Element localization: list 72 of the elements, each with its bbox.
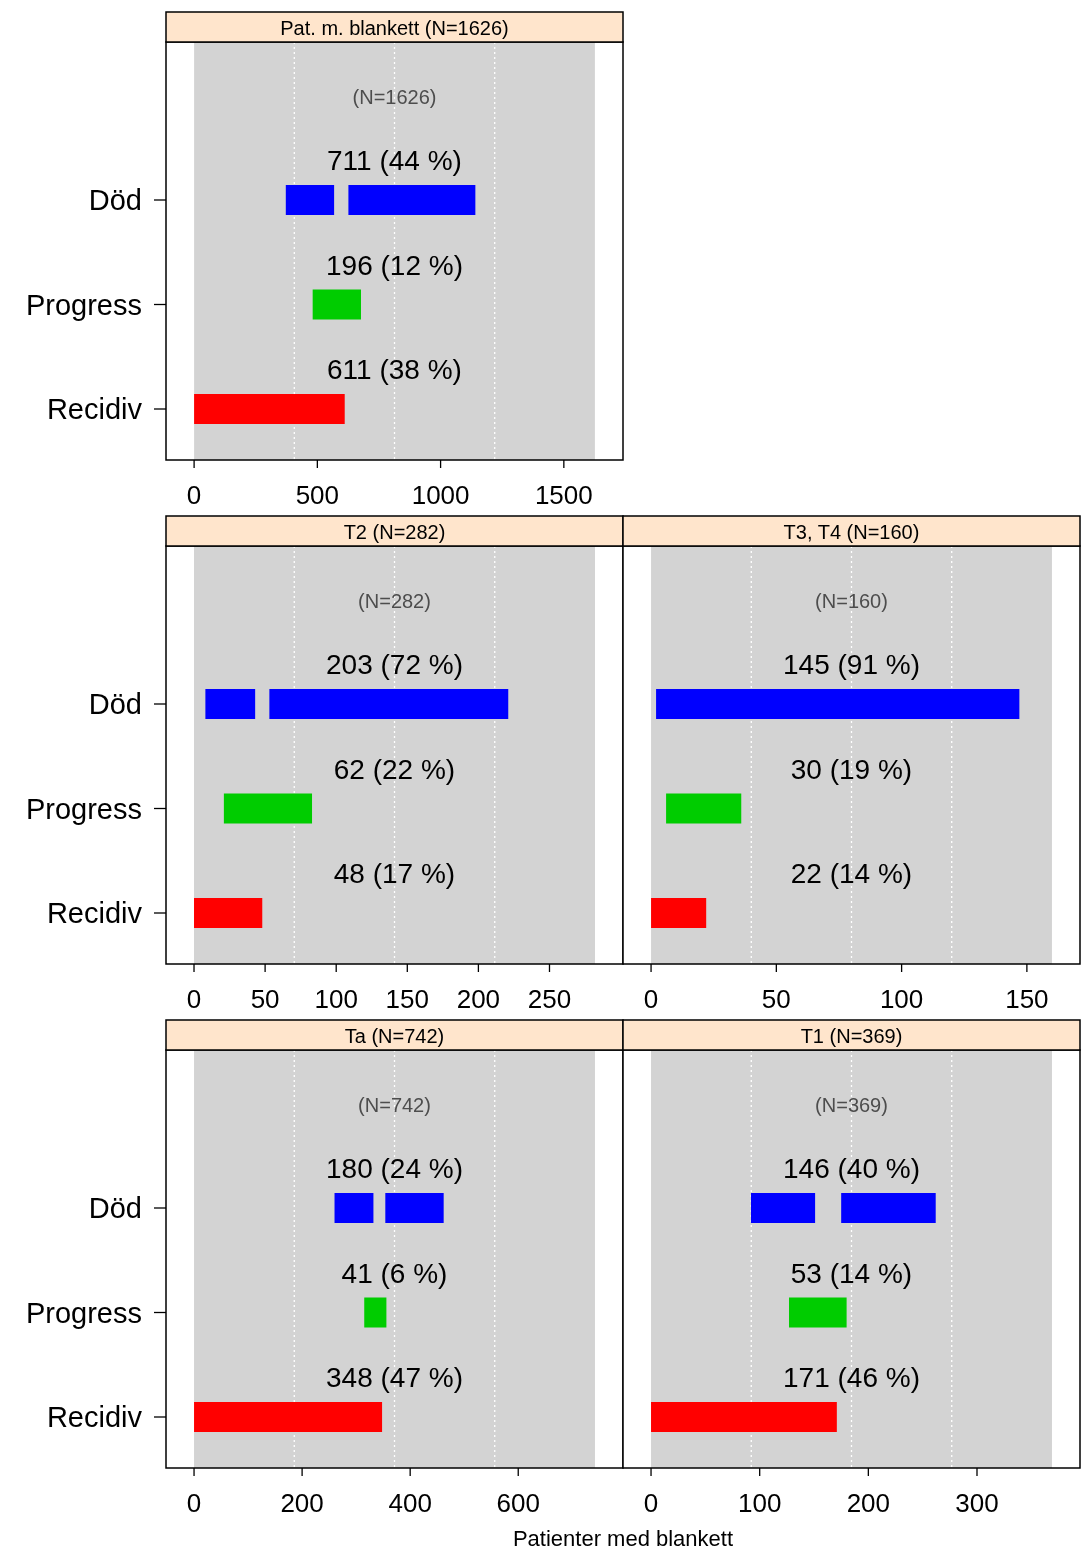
x-tick-label: 100 [879, 984, 924, 1014]
y-tick-label: Progress [25, 288, 142, 321]
annotation: 171 (46 %) [783, 1362, 920, 1393]
bar [651, 898, 707, 928]
bar [651, 1402, 837, 1432]
x-tick-label: 100 [314, 984, 358, 1014]
x-axis-title: Patienter med blankett [512, 1526, 734, 1551]
bar [194, 1402, 383, 1432]
annotation: 30 (19 %) [790, 753, 913, 785]
text: (N=160) [815, 590, 888, 612]
x-tick-label: 150 [385, 984, 429, 1014]
annotation: 22 (14 %) [790, 858, 913, 889]
x-tick-label: 50 [761, 984, 791, 1014]
x-tick-label: 150 [1005, 984, 1049, 1014]
chart-title: T3, T4 (N=160) [783, 521, 920, 543]
chart-title: T1 (N=369) [800, 1025, 903, 1047]
y-tick-label: Recidiv [46, 897, 143, 929]
y-tick-label: Progress [25, 792, 142, 825]
bar [656, 689, 1020, 719]
text: (N=742) [358, 1094, 431, 1116]
chart-title: Ta (N=742) [344, 1025, 445, 1047]
x-tick-label: 200 [280, 1488, 324, 1518]
bar [312, 289, 361, 320]
bar [789, 1297, 847, 1328]
chart-title: T2 (N=282) [343, 521, 446, 543]
x-tick-label: 200 [456, 984, 501, 1014]
x-tick-label: 0 [186, 984, 202, 1014]
x-tick-label: 600 [496, 1488, 540, 1518]
x-tick-label: 250 [527, 984, 572, 1014]
x-tick-label: 300 [955, 1488, 999, 1518]
annotation: 711 (44 %) [327, 145, 462, 176]
x-tick-label: 1500 [534, 480, 593, 510]
annotation: 196 (12 %) [326, 249, 463, 281]
annotation: 48 (17 %) [333, 858, 456, 889]
annotation: 62 (22 %) [333, 753, 456, 785]
bar [364, 1297, 387, 1328]
annotation: 611 (38 %) [327, 354, 462, 385]
x-tick-label: 50 [250, 984, 280, 1014]
x-tick-label: 100 [737, 1488, 782, 1518]
bar [666, 793, 742, 824]
y-tick-label: Recidiv [46, 393, 143, 425]
annotation: 180 (24 %) [326, 1153, 463, 1184]
text: (N=1626) [352, 86, 437, 108]
bar [223, 793, 313, 824]
annotation: 41 (6 %) [341, 1257, 448, 1289]
x-tick-label: 0 [643, 1488, 659, 1518]
y-tick-label: Recidiv [46, 1401, 143, 1433]
chart-title: Pat. m. blankett (N=1626) [280, 17, 509, 39]
y-tick-label: Död [88, 1192, 142, 1224]
bar [194, 394, 345, 424]
x-tick-label: 0 [186, 1488, 202, 1518]
x-tick-label: 0 [643, 984, 659, 1014]
y-tick-label: Progress [25, 1296, 142, 1329]
x-tick-label: 1000 [411, 480, 470, 510]
annotation: 203 (72 %) [326, 649, 463, 680]
x-tick-label: 0 [186, 480, 202, 510]
annotation: 53 (14 %) [790, 1257, 913, 1289]
y-tick-label: Död [88, 184, 142, 216]
bar [385, 1193, 444, 1223]
bar [348, 185, 476, 215]
x-tick-label: 200 [846, 1488, 891, 1518]
text: (N=282) [358, 590, 431, 612]
x-tick-label: 500 [295, 480, 340, 510]
bar [269, 689, 509, 719]
x-tick-label: 400 [388, 1488, 432, 1518]
bar [194, 898, 263, 928]
annotation: 348 (47 %) [326, 1362, 463, 1393]
annotation: 145 (91 %) [783, 649, 920, 680]
y-tick-label: Död [88, 688, 142, 720]
text: (N=369) [815, 1094, 888, 1116]
bar [841, 1193, 936, 1223]
annotation: 146 (40 %) [783, 1153, 920, 1184]
